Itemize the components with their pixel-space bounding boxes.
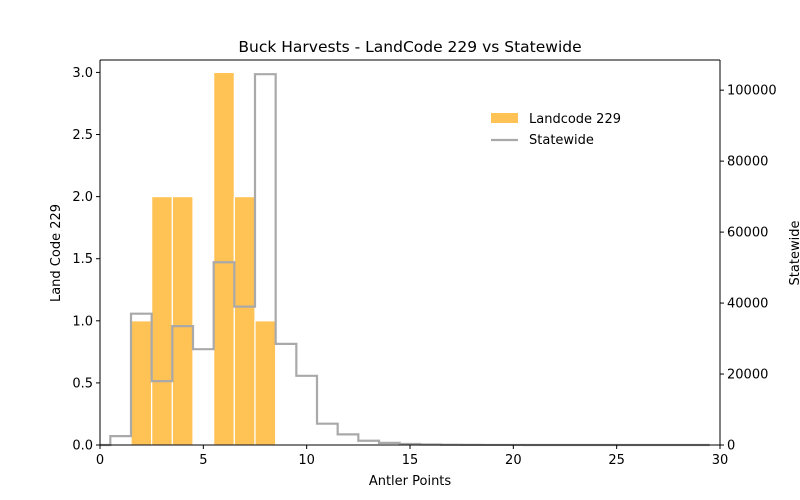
bar-2 xyxy=(130,320,153,446)
x-tick-label: 20 xyxy=(505,453,522,468)
bar-8 xyxy=(254,320,277,446)
y-left-tick-label: 1.5 xyxy=(72,252,93,267)
legend-swatch-landcode xyxy=(491,113,518,123)
x-tick-label: 30 xyxy=(712,453,729,468)
y-left-tick-label: 3.0 xyxy=(72,66,93,81)
legend-label-statewide: Statewide xyxy=(529,133,594,148)
y-axis-left-label: Land Code 229 xyxy=(49,204,64,302)
y-left-tick-label: 2.5 xyxy=(72,128,93,143)
axes: 0 5 10 15 20 25 30 0.0 0.5 1.0 1.5 2.0 2.5 3.0 0 20000 4… xyxy=(72,59,777,468)
x-tick-label: 25 xyxy=(608,453,625,468)
y-right-tick-label: 100000 xyxy=(727,84,777,99)
y-right-tick-label: 80000 xyxy=(727,155,768,170)
y-right-tick-label: 60000 xyxy=(727,226,768,241)
bar-3 xyxy=(151,196,173,446)
y-left-tick-label: 0.5 xyxy=(72,376,93,391)
y-left-tick-label: 2.0 xyxy=(72,190,93,205)
x-tick-label: 15 xyxy=(402,453,419,468)
legend-label-landcode: Landcode 229 xyxy=(529,112,621,127)
bar-4 xyxy=(171,196,194,446)
x-tick-label: 5 xyxy=(199,453,207,468)
plot-marks xyxy=(100,71,710,447)
bar-6 xyxy=(213,71,235,446)
y-left-tick-label: 0.0 xyxy=(72,439,93,454)
legend: Landcode 229 Statewide xyxy=(491,112,621,148)
x-axis-label: Antler Points xyxy=(369,474,452,489)
chart-title: Buck Harvests - LandCode 229 vs Statewid… xyxy=(238,38,581,56)
bar-7 xyxy=(233,196,256,446)
x-tick-label: 0 xyxy=(96,453,104,468)
y-right-tick-label: 40000 xyxy=(727,297,768,312)
y-right-tick-label: 20000 xyxy=(727,368,768,383)
y-left-tick-label: 1.0 xyxy=(72,314,93,329)
y-axis-right-label: Statewide xyxy=(788,221,800,286)
x-tick-label: 10 xyxy=(298,453,315,468)
y-right-tick-label: 0 xyxy=(727,439,735,454)
